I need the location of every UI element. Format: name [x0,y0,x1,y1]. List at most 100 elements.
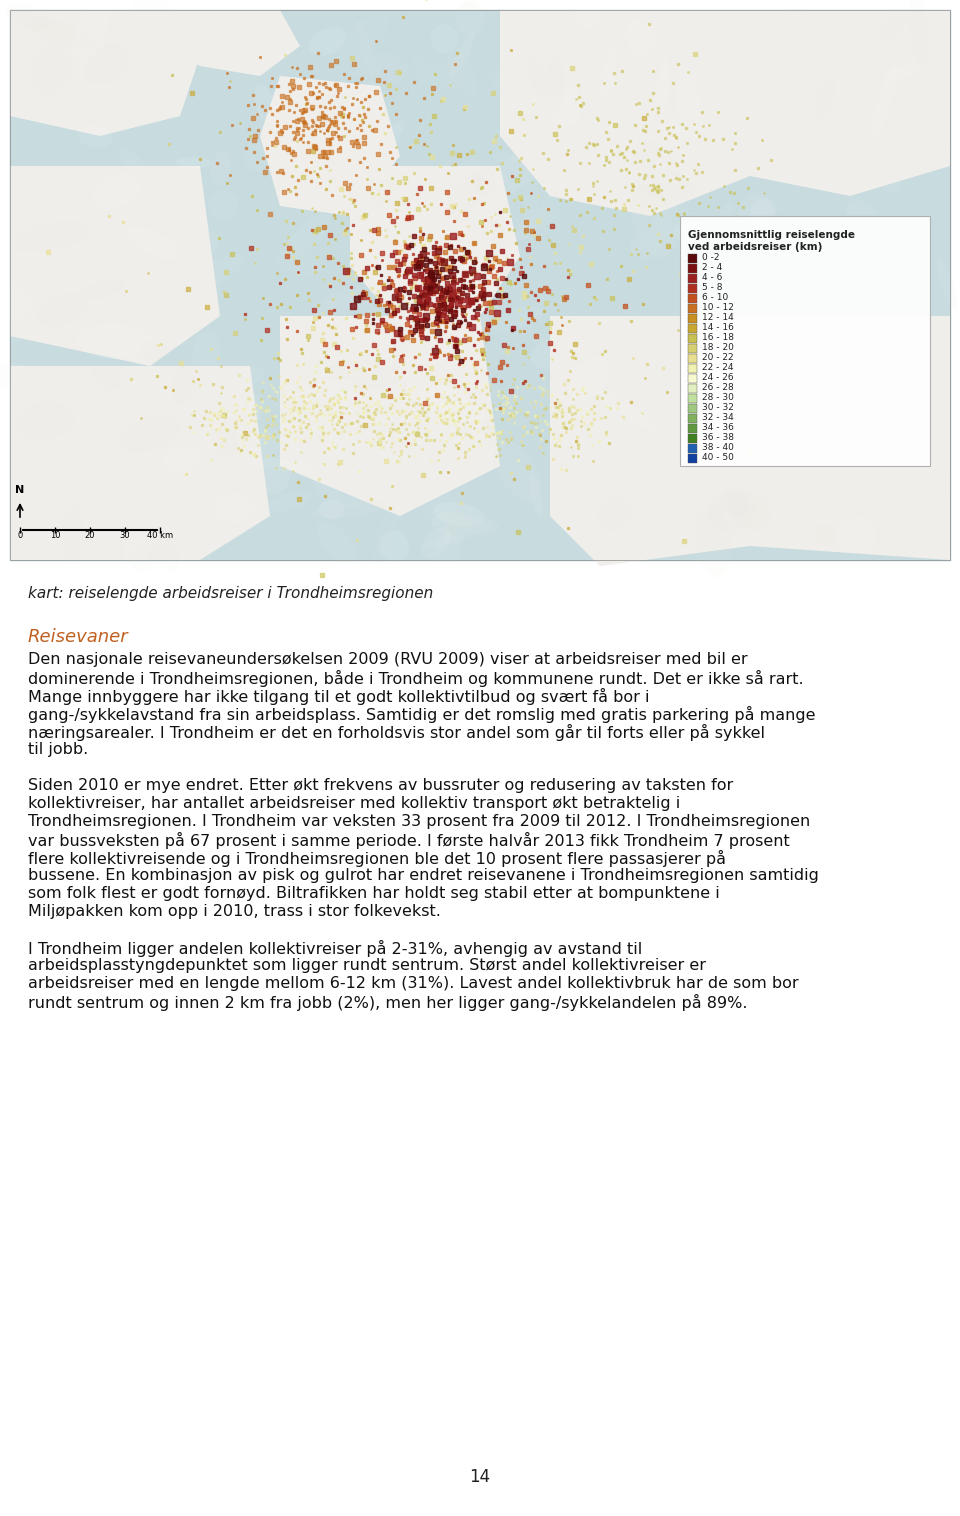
Bar [688,364,697,373]
Ellipse shape [653,205,713,256]
Text: 16 - 18: 16 - 18 [702,334,734,343]
Text: 34 - 36: 34 - 36 [702,423,733,432]
Text: 20 - 22: 20 - 22 [702,353,733,362]
Ellipse shape [232,429,265,476]
Ellipse shape [589,353,621,394]
Ellipse shape [119,150,157,191]
Ellipse shape [885,112,914,149]
Text: 30: 30 [120,531,131,540]
Text: Mange innbyggere har ikke tilgang til et godt kollektivtilbud og svært få bor i: Mange innbyggere har ikke tilgang til et… [28,688,650,705]
Ellipse shape [579,94,643,141]
Ellipse shape [712,334,762,388]
Ellipse shape [13,402,76,440]
Bar [688,403,697,412]
Text: 4 - 6: 4 - 6 [702,273,722,282]
Polygon shape [280,315,500,515]
Ellipse shape [175,158,212,168]
Text: til jobb.: til jobb. [28,741,88,756]
Ellipse shape [419,385,486,428]
Bar [688,434,697,443]
Ellipse shape [646,359,685,434]
Ellipse shape [348,296,409,343]
Ellipse shape [66,456,96,481]
Text: Den nasjonale reisevaneundersøkelsen 2009 (RVU 2009) viser at arbeidsreiser med : Den nasjonale reisevaneundersøkelsen 200… [28,652,748,667]
Ellipse shape [434,502,485,526]
Ellipse shape [740,0,781,27]
Text: I Trondheim ligger andelen kollektivreiser på 2-31%, avhengig av avstand til: I Trondheim ligger andelen kollektivreis… [28,940,642,957]
Ellipse shape [74,2,109,64]
Bar [10,11,950,559]
Ellipse shape [494,440,540,503]
Ellipse shape [49,497,124,529]
Ellipse shape [184,453,215,487]
Ellipse shape [5,5,49,29]
Text: 14: 14 [469,1467,491,1486]
Polygon shape [260,76,400,215]
Ellipse shape [76,323,155,359]
Ellipse shape [530,476,543,517]
Ellipse shape [210,152,231,185]
Bar [688,294,697,303]
Text: 10 - 12: 10 - 12 [702,303,733,312]
Ellipse shape [815,77,835,121]
Ellipse shape [871,65,897,141]
Ellipse shape [319,500,344,520]
Ellipse shape [796,238,830,302]
Ellipse shape [289,408,317,462]
Ellipse shape [851,255,886,303]
Ellipse shape [838,517,876,553]
Ellipse shape [12,221,90,252]
Ellipse shape [455,0,485,35]
Bar [688,424,697,434]
Polygon shape [10,165,220,365]
Ellipse shape [308,27,347,56]
Bar [688,283,697,293]
Bar [688,334,697,343]
Ellipse shape [317,522,357,564]
Ellipse shape [804,355,846,376]
Text: næringsarealer. I Trondheim er det en forholdsvis stor andel som går til forts e: næringsarealer. I Trondheim er det en fo… [28,725,765,741]
Text: Reisevaner: Reisevaner [28,628,129,646]
Text: 10: 10 [50,531,60,540]
Text: 26 - 28: 26 - 28 [702,384,733,393]
Ellipse shape [575,2,601,29]
Ellipse shape [193,332,221,381]
Bar [688,264,697,273]
Ellipse shape [592,388,658,432]
Ellipse shape [721,487,748,515]
Text: rundt sentrum og innen 2 km fra jobb (2%), men her ligger gang-/sykkelandelen på: rundt sentrum og innen 2 km fra jobb (2%… [28,994,748,1011]
Ellipse shape [371,179,396,206]
Ellipse shape [466,293,491,367]
Ellipse shape [674,220,711,247]
Text: kollektivreiser, har antallet arbeidsreiser med kollektiv transport økt betrakte: kollektivreiser, har antallet arbeidsrei… [28,796,681,811]
Text: Siden 2010 er mye endret. Etter økt frekvens av bussruter og redusering av takst: Siden 2010 er mye endret. Etter økt frek… [28,778,733,793]
Ellipse shape [631,139,660,171]
Ellipse shape [312,288,365,317]
Ellipse shape [799,300,820,326]
Text: 0: 0 [17,531,23,540]
Ellipse shape [885,65,920,79]
Bar [688,414,697,423]
Ellipse shape [908,0,929,65]
Ellipse shape [786,487,814,535]
Ellipse shape [749,199,777,229]
Ellipse shape [60,27,103,58]
Text: Miljøpakken kom opp i 2010, trass i stor folkevekst.: Miljøpakken kom opp i 2010, trass i stor… [28,904,441,919]
Ellipse shape [79,279,125,300]
Ellipse shape [121,415,180,453]
Bar [688,453,697,462]
Bar [688,324,697,334]
Ellipse shape [740,268,790,334]
Ellipse shape [176,255,244,299]
Bar [688,274,697,283]
Text: N: N [15,485,25,496]
FancyBboxPatch shape [680,215,930,465]
Polygon shape [10,11,200,136]
Ellipse shape [631,185,675,258]
Ellipse shape [84,42,130,83]
Ellipse shape [0,285,32,321]
Ellipse shape [71,326,112,346]
Ellipse shape [835,355,858,393]
Bar [688,394,697,403]
Ellipse shape [765,356,792,388]
